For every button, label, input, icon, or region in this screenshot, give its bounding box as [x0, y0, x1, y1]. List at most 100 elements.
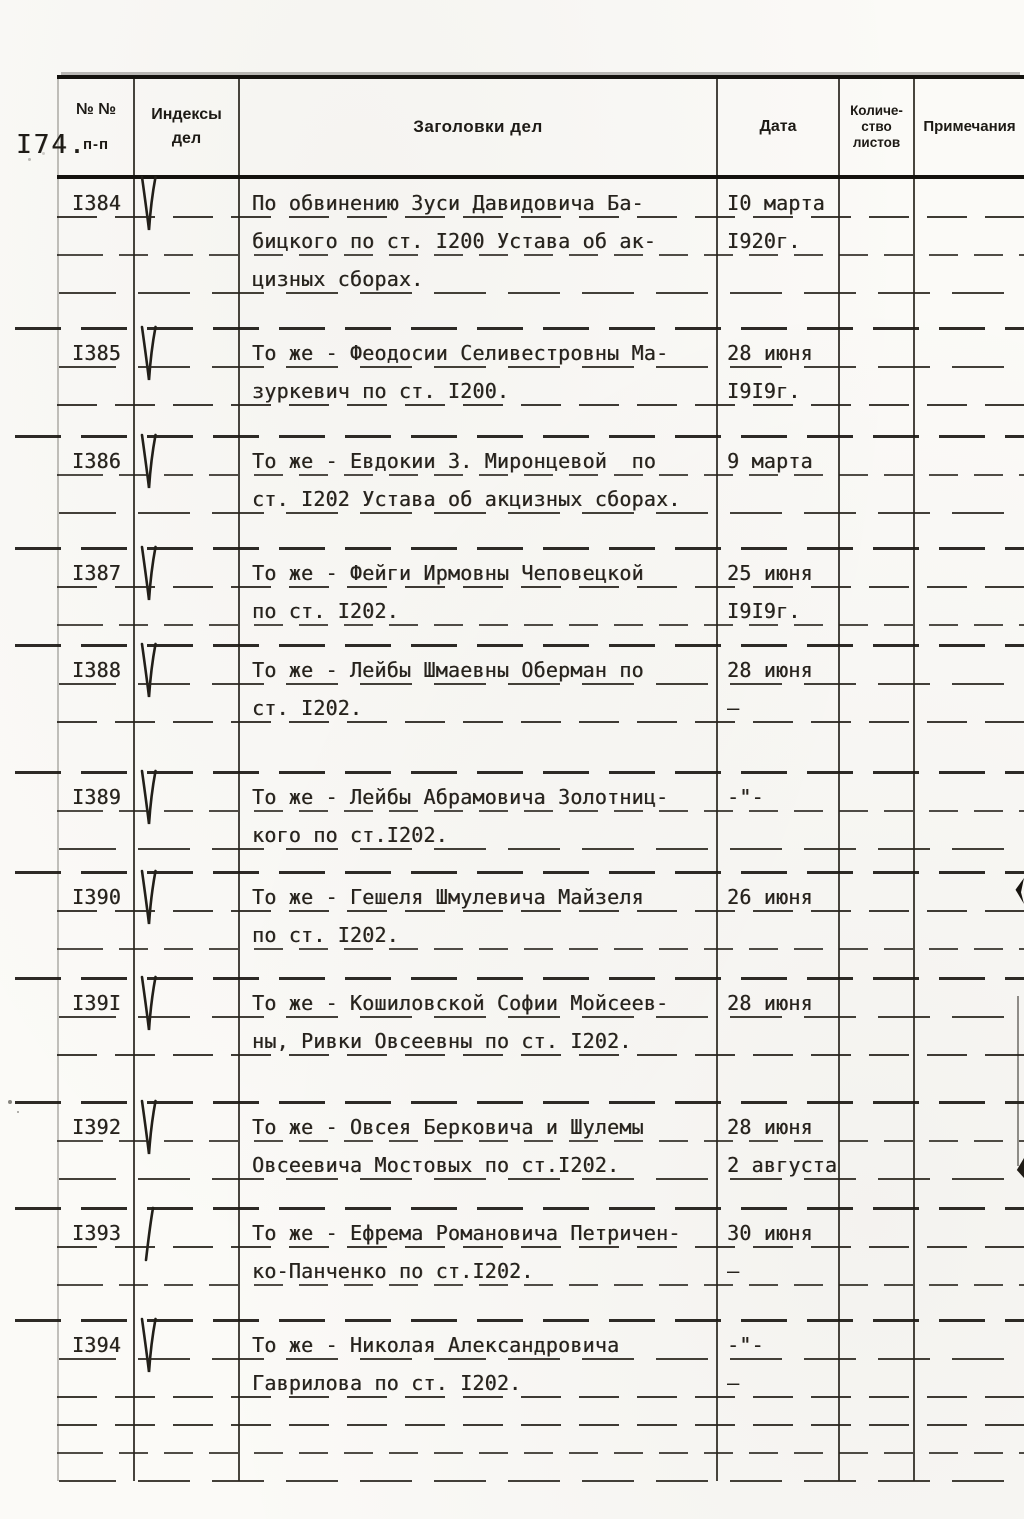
entry-row: кого по ст.I202.	[57, 811, 1024, 850]
case-number-cell	[57, 217, 135, 255]
case-title-line: Гаврилова по ст. I202.	[252, 1371, 522, 1395]
date-cell	[718, 1055, 840, 1103]
sheet-count-cell	[840, 1103, 915, 1141]
case-number-cell	[57, 1285, 135, 1321]
ink-speck	[8, 1100, 12, 1104]
index-cell	[135, 405, 240, 437]
notes-cell	[915, 329, 1024, 367]
index-cell	[135, 1206, 240, 1262]
date-cell: I0 марта	[718, 179, 840, 217]
sheet-count-cell	[840, 949, 915, 979]
case-number-cell	[57, 722, 135, 773]
date-cell: 28 июня	[718, 329, 840, 367]
case-title-cell: ко-Панченко по ст.I202.	[240, 1247, 718, 1285]
slash-mark-icon	[144, 1206, 155, 1262]
ruled-spacer-row	[15, 1285, 1024, 1322]
header-case-number: № № п-п	[57, 79, 135, 175]
case-number: I384	[72, 191, 121, 215]
ruled-spacer-row	[15, 722, 1024, 774]
case-number-cell: I388	[57, 646, 135, 684]
date-cell	[718, 1285, 840, 1321]
sheet-count-cell	[840, 1425, 915, 1453]
sheet-count-cell	[840, 475, 915, 513]
case-date-line: 28 июня	[727, 341, 813, 365]
notes-cell	[915, 255, 1024, 293]
ruled-spacer-row	[15, 293, 1024, 330]
index-cell	[135, 722, 240, 773]
sheet-count-cell	[840, 1359, 915, 1397]
checkmark-icon	[140, 1099, 157, 1155]
case-date-line: I920г.	[727, 229, 801, 253]
entry-row: I393 То же - Ефрема Романовича Петричен- 3…	[57, 1206, 1024, 1262]
case-number-cell	[57, 1453, 135, 1481]
sheet-count-cell	[840, 684, 915, 722]
sheet-count-cell	[840, 217, 915, 255]
case-title-line: То же - Феодосии Селивестровны Ма-	[252, 341, 669, 365]
case-title-line: цизных сборах.	[252, 267, 424, 291]
case-title-cell	[240, 1425, 718, 1453]
case-number-cell: I394	[57, 1321, 135, 1359]
case-number-cell: I39I	[57, 979, 135, 1017]
case-number-cell	[57, 811, 135, 849]
case-date-line: –	[727, 1371, 740, 1395]
index-cell	[135, 769, 240, 825]
page-number: I74.	[16, 130, 87, 160]
case-title-line: То же - Ефрема Романовича Петричен-	[252, 1221, 681, 1245]
entry-row: I386 То же - Евдокии З. Миронцевой по 9 ма…	[57, 433, 1024, 489]
case-number-cell	[57, 684, 135, 722]
notes-cell	[915, 1141, 1024, 1179]
ruled-spacer-row	[15, 1179, 1024, 1210]
sheet-count-cell	[840, 549, 915, 587]
entry-row: I392 То же - Овсея Берковича и Шулемы 28 и…	[57, 1099, 1024, 1155]
header-date: Дата	[718, 79, 840, 175]
ruled-spacer-row	[15, 849, 1024, 874]
date-cell: I920г.	[718, 217, 840, 255]
header-notes-label: Примечания	[923, 118, 1016, 135]
checkmark-icon	[140, 975, 157, 1031]
case-number-cell	[57, 587, 135, 625]
header-sheet-count-line1: Количе-	[850, 102, 903, 118]
case-title-line: То же - Лейбы Шмаевны Оберман по	[252, 658, 644, 682]
notes-cell	[915, 811, 1024, 849]
header-title-label: Заголовки дел	[413, 116, 543, 136]
header-case-number-line1: № №	[75, 101, 117, 119]
notes-cell	[915, 1179, 1024, 1209]
sheet-count-cell	[840, 1209, 915, 1247]
table-body: I384 По обвинению Зуси Давидовича Ба- I0 м…	[15, 175, 1024, 1482]
ruled-spacer-row	[15, 1055, 1024, 1104]
index-cell	[135, 1141, 240, 1179]
entry-row: I384 По обвинению Зуси Давидовича Ба- I0 м…	[57, 175, 1024, 231]
case-date-line: 25 июня	[727, 561, 813, 585]
notes-cell	[915, 217, 1024, 255]
case-title-cell: То же - Овсея Берковича и Шулемы	[240, 1103, 718, 1141]
index-cell	[135, 325, 240, 381]
notes-cell	[915, 1285, 1024, 1321]
index-cell	[135, 869, 240, 925]
notes-cell	[915, 979, 1024, 1017]
empty-ruled-row	[57, 1453, 1024, 1482]
index-cell	[135, 217, 240, 255]
date-cell	[718, 849, 840, 873]
sheet-count-cell	[840, 1321, 915, 1359]
index-cell	[135, 1055, 240, 1103]
case-title-cell: Гаврилова по ст. I202.	[240, 1359, 718, 1397]
case-title-line: То же - Овсея Берковича и Шулемы	[252, 1115, 644, 1139]
date-cell	[718, 949, 840, 979]
case-number-cell	[57, 911, 135, 949]
case-number: I385	[72, 341, 121, 365]
sheet-count-cell	[840, 329, 915, 367]
case-date-line: I9I9г.	[727, 599, 801, 623]
notes-cell	[915, 1359, 1024, 1397]
case-title-cell	[240, 405, 718, 437]
sheet-count-cell	[840, 1017, 915, 1055]
header-index-line2: дел	[171, 130, 202, 147]
date-cell	[718, 1017, 840, 1055]
date-cell	[718, 475, 840, 513]
header-title: Заголовки дел	[240, 79, 718, 175]
case-number-cell	[57, 1055, 135, 1103]
ink-speck	[28, 158, 31, 161]
sheet-count-cell	[840, 1285, 915, 1321]
case-title-cell	[240, 625, 718, 646]
case-number-cell	[57, 367, 135, 405]
case-number-cell	[57, 1397, 135, 1425]
